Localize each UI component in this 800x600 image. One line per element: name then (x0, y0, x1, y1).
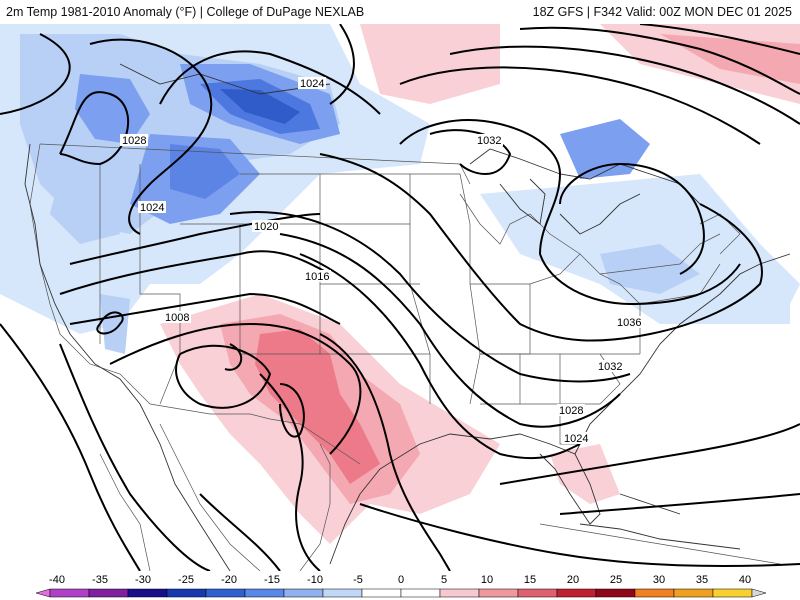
scale-tick-label: 10 (481, 574, 493, 586)
isobar-label: 1032 (598, 361, 622, 373)
scale-tick-label: 35 (696, 574, 708, 586)
scale-tick-label: -5 (353, 574, 363, 586)
isobar-label: 1028 (559, 405, 583, 417)
scale-tick-label: -20 (221, 574, 237, 586)
scale-tick-label: 40 (739, 574, 751, 586)
scale-tick-label: 30 (653, 574, 665, 586)
isobar-label: 1008 (165, 312, 189, 324)
scale-tick-label: -15 (264, 574, 280, 586)
scale-segment (49, 588, 90, 598)
isobars (0, 24, 800, 571)
scale-segment (556, 588, 597, 598)
coastlines (24, 63, 791, 571)
isobar-label: 1032 (477, 135, 501, 147)
scale-tick-label: -25 (178, 574, 194, 586)
scale-segment (400, 588, 441, 598)
isobar-label: 1024 (300, 78, 324, 90)
color-scale-ticks: -40 -35 -30 -25 -20 -15 -10 -5 0 5 10 15… (49, 574, 751, 586)
header-bar: 2m Temp 1981-2010 Anomaly (°F) | College… (0, 0, 800, 24)
scale-tick-label: 25 (610, 574, 622, 586)
scale-segment (205, 588, 246, 598)
scale-segment (595, 588, 636, 598)
isobar-label: 1020 (254, 221, 278, 233)
scale-segment (35, 588, 51, 598)
scale-segment (517, 588, 558, 598)
isobar-label: 1016 (305, 271, 329, 283)
scale-segment (751, 588, 767, 598)
isobar-label: 1036 (617, 317, 641, 329)
scale-segment (166, 588, 207, 598)
cold-anomaly-shading (0, 24, 800, 354)
scale-segment (244, 588, 285, 598)
map-title: 2m Temp 1981-2010 Anomaly (°F) | College… (6, 5, 365, 19)
scale-tick-label: -40 (49, 574, 65, 586)
scale-segment (283, 588, 324, 598)
scale-segment (439, 588, 480, 598)
scale-tick-label: 20 (567, 574, 579, 586)
scale-segment (322, 588, 363, 598)
scale-tick-label: -35 (92, 574, 108, 586)
scale-tick-label: 0 (398, 574, 404, 586)
isobar-label: 1024 (564, 433, 588, 445)
scale-segment (361, 588, 402, 598)
scale-tick-label: -10 (307, 574, 323, 586)
scale-tick-label: 5 (441, 574, 447, 586)
scale-segment (127, 588, 168, 598)
weather-map: 1024 1028 1032 1024 1020 1016 1008 1036 … (0, 24, 800, 571)
scale-segment (478, 588, 519, 598)
scale-tick-label: -30 (135, 574, 151, 586)
model-run-info: 18Z GFS | F342 Valid: 00Z MON DEC 01 202… (532, 5, 792, 19)
color-scale-segments (35, 588, 767, 598)
isobar-label: 1024 (140, 202, 164, 214)
scale-segment (634, 588, 675, 598)
isobar-labels: 1024 1028 1032 1024 1020 1016 1008 1036 … (120, 77, 643, 445)
scale-segment (712, 588, 753, 598)
color-scale-legend: -40 -35 -30 -25 -20 -15 -10 -5 0 5 10 15… (35, 574, 767, 598)
scale-segment (673, 588, 714, 598)
scale-tick-label: 15 (524, 574, 536, 586)
scale-segment (88, 588, 129, 598)
isobar-label: 1028 (122, 135, 146, 147)
